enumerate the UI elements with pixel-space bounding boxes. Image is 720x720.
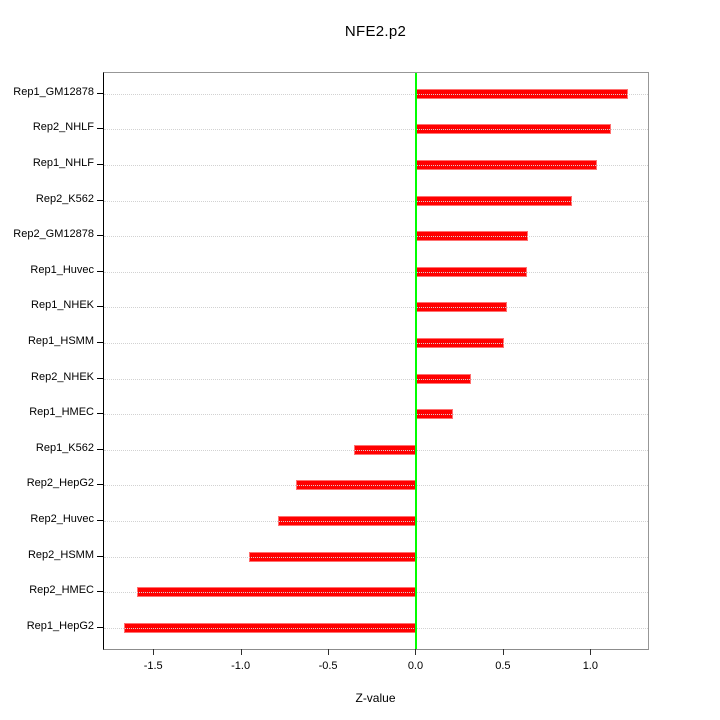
y-axis-label-Rep1_HMEC: Rep1_HMEC (29, 406, 94, 419)
y-axis-tick (97, 484, 103, 486)
y-axis-label-Rep1_Huvec: Rep1_Huvec (30, 263, 94, 276)
y-axis-tick (97, 555, 103, 557)
y-axis-label-Rep2_HMEC: Rep2_HMEC (29, 584, 94, 597)
x-axis-tick (153, 649, 155, 655)
x-tick-label-0.5: 0.5 (495, 660, 511, 672)
y-axis-label-Rep1_NHLF: Rep1_NHLF (32, 156, 94, 169)
gridline (104, 236, 648, 238)
y-axis-tick (97, 92, 103, 94)
y-axis-tick (97, 270, 103, 272)
gridline (104, 414, 648, 416)
x-tick-label-0.0: 0.0 (407, 660, 424, 672)
y-axis-tick (97, 626, 103, 628)
y-axis-label-Rep2_HepG2: Rep2_HepG2 (26, 477, 94, 490)
gridline (104, 307, 648, 309)
y-axis-label-Rep1_HepG2: Rep1_HepG2 (26, 619, 94, 632)
y-axis-tick (97, 235, 103, 237)
x-axis-title: Z-value (355, 691, 396, 705)
gridline (104, 627, 648, 629)
plot-area (103, 72, 649, 650)
x-axis-tick (328, 649, 330, 655)
chart-title: NFE2.p2 (344, 23, 407, 40)
y-axis-tick (97, 163, 103, 165)
x-axis-tick (415, 649, 417, 655)
y-axis-tick (97, 341, 103, 343)
x-tick-label--1.5: -1.5 (143, 660, 163, 672)
y-axis-tick (97, 448, 103, 450)
y-axis-label-Rep2_NHLF: Rep2_NHLF (32, 121, 94, 134)
y-axis-label-Rep1_K562: Rep1_K562 (35, 441, 94, 454)
gridline (104, 93, 648, 95)
y-axis-label-Rep2_K562: Rep2_K562 (35, 192, 94, 205)
y-axis-label-Rep2_Huvec: Rep2_Huvec (30, 512, 94, 525)
zero-reference-line (415, 73, 418, 649)
gridline (104, 164, 648, 166)
gridline (104, 129, 648, 131)
y-axis-tick (97, 377, 103, 379)
y-axis-tick (97, 306, 103, 308)
gridline (104, 271, 648, 273)
gridline (104, 592, 648, 594)
x-tick-label-1.0: 1.0 (582, 660, 598, 672)
gridline (104, 378, 648, 380)
y-axis-tick (97, 199, 103, 201)
y-axis-tick (97, 128, 103, 130)
y-axis-label-Rep2_GM12878: Rep2_GM12878 (13, 228, 94, 241)
x-axis-tick (502, 649, 504, 655)
y-axis-tick (97, 591, 103, 593)
y-axis-tick (97, 519, 103, 521)
y-axis-label-Rep2_NHEK: Rep2_NHEK (31, 370, 94, 383)
y-axis-tick (97, 413, 103, 415)
gridline (104, 449, 648, 451)
y-axis-label-Rep1_GM12878: Rep1_GM12878 (13, 85, 94, 98)
x-axis-tick (240, 649, 242, 655)
gridline (104, 485, 648, 487)
gridline (104, 556, 648, 558)
gridline (104, 200, 648, 202)
x-tick-label--1.0: -1.0 (231, 660, 251, 672)
gridline (104, 342, 648, 344)
x-axis-tick (590, 649, 592, 655)
gridline (104, 520, 648, 522)
y-axis-label-Rep1_NHEK: Rep1_NHEK (31, 299, 94, 312)
y-axis-label-Rep2_HSMM: Rep2_HSMM (27, 548, 94, 561)
y-axis-label-Rep1_HSMM: Rep1_HSMM (27, 334, 94, 347)
x-tick-label--0.5: -0.5 (318, 660, 338, 672)
